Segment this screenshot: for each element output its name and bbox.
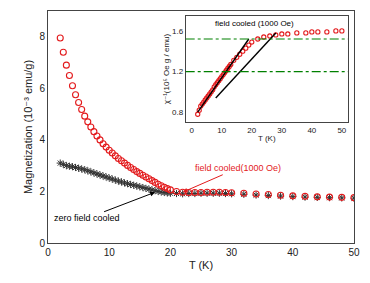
svg-text:20: 20 [165,247,177,258]
svg-text:zero field cooled: zero field cooled [54,213,120,223]
svg-text:Magnetization (10⁻³ emu/g): Magnetization (10⁻³ emu/g) [22,60,34,194]
svg-text:field cooled(1000 Oe): field cooled(1000 Oe) [195,163,281,173]
svg-text:40: 40 [307,126,316,135]
svg-text:30: 30 [226,247,238,258]
svg-text:T (K): T (K) [258,134,276,143]
svg-text:0: 0 [189,126,194,135]
svg-text:1.2: 1.2 [172,67,184,76]
svg-text:50: 50 [337,126,346,135]
svg-text:1.6: 1.6 [172,27,184,36]
svg-text:4: 4 [39,134,45,145]
svg-text:0: 0 [45,247,51,258]
svg-text:10: 10 [217,126,226,135]
svg-text:2: 2 [39,186,45,197]
svg-text:10: 10 [104,247,116,258]
svg-text:T (K): T (K) [189,259,213,271]
svg-text:6: 6 [39,83,45,94]
svg-text:30: 30 [277,126,286,135]
svg-text:field cooled (1000 Oe): field cooled (1000 Oe) [215,19,294,28]
svg-text:20: 20 [247,126,256,135]
svg-text:χ⁻¹(10⁵ Oe g / emu): χ⁻¹(10⁵ Oe g / emu) [162,33,171,104]
svg-text:40: 40 [287,247,299,258]
svg-text:0: 0 [39,238,45,249]
svg-text:50: 50 [348,247,360,258]
svg-text:8: 8 [39,31,45,42]
svg-text:0.8: 0.8 [172,108,184,117]
